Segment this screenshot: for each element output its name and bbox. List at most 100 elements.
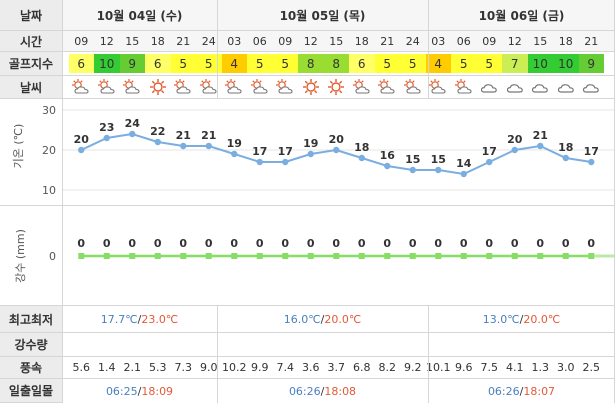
wind-cell: 1.3 xyxy=(531,361,550,374)
rain-point xyxy=(511,253,518,259)
temperature-label: 17 xyxy=(584,145,599,158)
temperature-point xyxy=(78,146,85,154)
partly-cloudy-icon xyxy=(400,76,426,98)
wind-cell: 7.5 xyxy=(480,361,499,374)
time-cell: 18 xyxy=(150,34,165,48)
golf-index-cell: 5 xyxy=(272,54,298,73)
sunrise-time: 06:25 xyxy=(105,384,138,398)
cloudy-icon xyxy=(553,76,579,98)
separator: / xyxy=(137,384,142,398)
golf-index-label: 골프지수 xyxy=(0,52,62,76)
rain-point xyxy=(180,253,187,259)
rain-label: 0 xyxy=(103,237,111,250)
max-min-day-2: 16.0℃/20.0℃ xyxy=(217,306,428,332)
time-cell: 21 xyxy=(584,34,599,48)
rain-label: 0 xyxy=(383,237,391,250)
temperature-label: 17 xyxy=(278,145,293,158)
rain-point xyxy=(333,253,340,259)
golf-index-cell: 5 xyxy=(196,54,222,73)
golf-index-cell: 10 xyxy=(94,54,120,73)
rain-label: 0 xyxy=(281,237,289,250)
rain-label: 0 xyxy=(230,237,238,250)
temperature-label: 21 xyxy=(176,129,191,142)
rain-point xyxy=(460,253,467,259)
rain-point xyxy=(384,253,391,259)
temperature-label: 17 xyxy=(482,145,497,158)
cloudy-icon xyxy=(528,76,554,98)
divider xyxy=(217,0,218,99)
partly-cloudy-icon xyxy=(120,76,146,98)
max-temp: 20.0℃ xyxy=(324,312,362,326)
temperature-chart-svg: 20 23 24 22 21 21 19 17 17 19 20 18 16 15 15 14 17 20 21 18… xyxy=(62,109,615,191)
golf-index-cell: 6 xyxy=(145,54,171,73)
temperature-point xyxy=(537,142,544,150)
separator: / xyxy=(519,312,524,326)
rain-label: 0 xyxy=(485,237,493,250)
max-min-day-3: 13.0℃/20.0℃ xyxy=(428,306,615,332)
partly-cloudy-icon xyxy=(375,76,401,98)
time-cell: 06 xyxy=(252,34,267,48)
temperature-point xyxy=(256,158,263,166)
temperature-label: 19 xyxy=(303,137,318,150)
wind-cell: 10.2 xyxy=(222,361,247,374)
rain-chart-svg: 0 0 0 0 0 0 0 0 0 0 0 0 0 0 0 0 0 0 0 0 0 xyxy=(77,237,615,259)
golf-index-cell: 4 xyxy=(425,54,451,73)
time-cell: 06 xyxy=(456,34,471,48)
time-cell: 15 xyxy=(125,34,140,48)
time-cell: 18 xyxy=(558,34,573,48)
rain-label: 0 xyxy=(77,237,85,250)
golf-index-cell: 8 xyxy=(298,54,324,73)
rain-axis-label: 강수 (mm) xyxy=(14,229,27,283)
max-temp: 23.0℃ xyxy=(141,312,179,326)
temp-label-cell xyxy=(0,99,62,206)
divider xyxy=(62,0,63,403)
rain-point xyxy=(537,253,544,259)
temperature-label: 16 xyxy=(380,149,396,162)
temperature-label: 23 xyxy=(99,121,114,134)
temperature-point xyxy=(129,130,136,138)
rain-point xyxy=(256,253,263,259)
golf-index-cell: 4 xyxy=(221,54,247,73)
rain-label: 0 xyxy=(256,237,264,250)
sunset-time: 18:09 xyxy=(141,384,174,398)
partly-cloudy-icon xyxy=(349,76,375,98)
wind-cell: 9.9 xyxy=(251,361,269,374)
golf-index-cell: 5 xyxy=(451,54,477,73)
rain-point xyxy=(231,253,238,259)
partly-cloudy-icon xyxy=(273,76,299,98)
rain-point xyxy=(282,253,289,259)
temperature-label: 18 xyxy=(354,141,369,154)
wind-label: 풍속 xyxy=(0,357,62,379)
partly-cloudy-icon xyxy=(171,76,197,98)
date-row: 10월 04일 (수) 10월 05일 (목) 10월 06일 (금) xyxy=(62,0,615,31)
rain-point xyxy=(562,253,569,259)
temperature-point xyxy=(409,166,416,174)
time-label: 시간 xyxy=(0,31,62,52)
temperature-label: 20 xyxy=(329,133,345,146)
rain-label: 0 xyxy=(562,237,570,250)
wind-cell: 2.1 xyxy=(123,361,142,374)
wind-cell: 4.1 xyxy=(506,361,524,374)
time-cell: 12 xyxy=(99,34,114,48)
rain-label: 0 xyxy=(587,237,595,250)
sunny-icon xyxy=(324,76,350,98)
time-cell: 24 xyxy=(405,34,420,48)
partly-cloudy-icon xyxy=(426,76,452,98)
min-temp: 17.7℃ xyxy=(100,312,138,326)
golf-index-cell: 10 xyxy=(527,54,553,73)
rain-amount-label: 강수량 xyxy=(0,333,62,357)
rain-point xyxy=(103,253,110,259)
weather-row xyxy=(62,76,615,99)
rain-point xyxy=(409,253,416,259)
temperature-label: 14 xyxy=(456,157,472,170)
rain-label: 0 xyxy=(434,237,442,250)
rain-point xyxy=(588,253,595,259)
temperature-point xyxy=(307,150,314,158)
temperature-chart: 20 23 24 22 21 21 19 17 17 19 20 18 16 15 15 14 17 20 21 18… xyxy=(62,99,615,206)
temperature-point xyxy=(511,146,518,154)
wind-row: 5.6 1.4 2.1 5.3 7.3 9.0 10.2 9.9 7.4 3.6 3.7 6.8 8.2… xyxy=(62,357,615,379)
temperature-point xyxy=(435,166,442,174)
rain-label: 0 xyxy=(307,237,315,250)
temperature-label: 20 xyxy=(74,133,90,146)
wind-cell: 9.0 xyxy=(200,361,218,374)
